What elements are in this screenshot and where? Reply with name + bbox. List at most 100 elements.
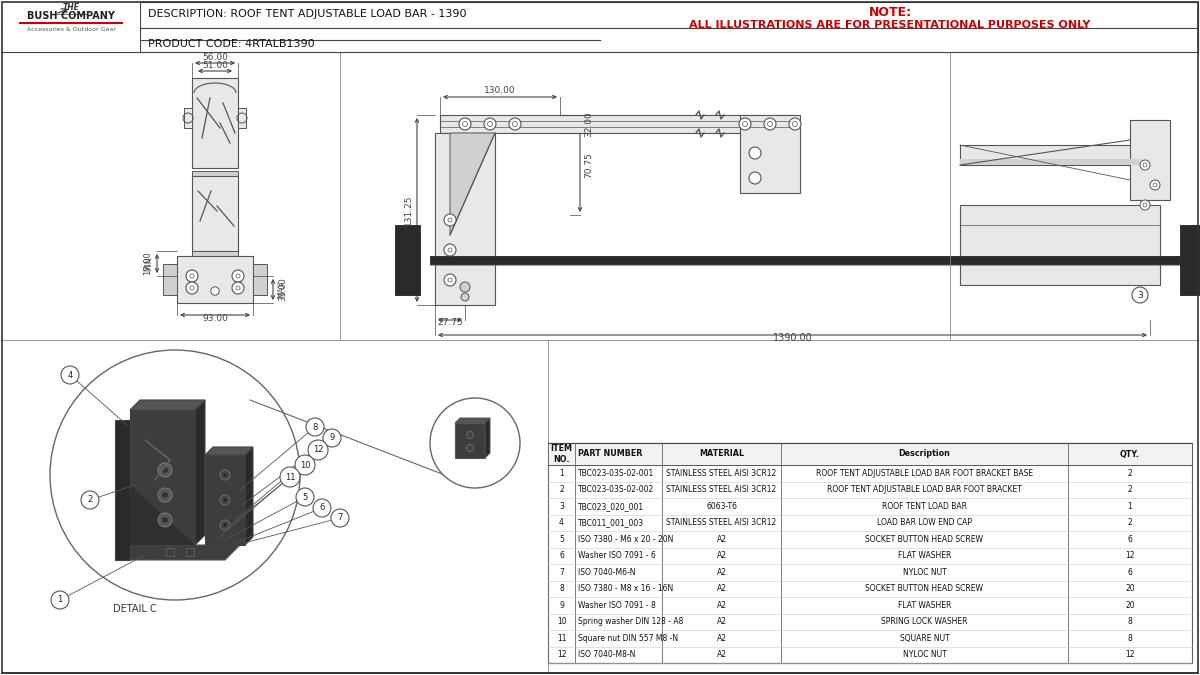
Text: 8: 8 [1128, 617, 1133, 626]
Bar [192, 176, 238, 251]
Circle shape [211, 287, 220, 295]
Circle shape [280, 467, 300, 487]
Bar [1180, 225, 1200, 295]
Text: A2: A2 [716, 617, 726, 626]
Text: STAINLESS STEEL AISI 3CR12: STAINLESS STEEL AISI 3CR12 [666, 518, 776, 527]
Polygon shape [130, 485, 194, 545]
Circle shape [313, 499, 331, 517]
Text: ROOF TENT LOAD BAR: ROOF TENT LOAD BAR [882, 502, 967, 511]
Text: MAX: MAX [277, 281, 286, 298]
Circle shape [467, 431, 474, 439]
Text: SQUARE NUT: SQUARE NUT [900, 634, 949, 643]
Text: 3: 3 [1138, 290, 1142, 300]
Circle shape [739, 118, 751, 130]
Polygon shape [205, 455, 245, 545]
Text: FLAT WASHER: FLAT WASHER [898, 551, 952, 560]
Circle shape [223, 498, 227, 502]
Text: ALL ILLUSTRATIONS ARE FOR PRESENTATIONAL PURPOSES ONLY: ALL ILLUSTRATIONS ARE FOR PRESENTATIONAL… [689, 20, 1091, 30]
Text: 27.75: 27.75 [437, 318, 463, 327]
Bar [440, 115, 790, 133]
Circle shape [444, 244, 456, 256]
Circle shape [461, 293, 469, 301]
Text: 20: 20 [1126, 601, 1135, 610]
Text: 12: 12 [557, 650, 566, 659]
Text: 93.00: 93.00 [202, 314, 228, 323]
Text: 2: 2 [559, 485, 564, 494]
Text: 12: 12 [313, 446, 323, 454]
Circle shape [444, 214, 456, 226]
Polygon shape [455, 418, 490, 423]
Bar [184, 108, 192, 128]
Circle shape [484, 118, 496, 130]
Circle shape [1140, 160, 1150, 170]
Bar [740, 115, 800, 193]
Text: A2: A2 [716, 551, 726, 560]
Text: DESCRIPTION: ROOF TENT ADJUSTABLE LOAD BAR - 1390: DESCRIPTION: ROOF TENT ADJUSTABLE LOAD B… [148, 9, 467, 19]
Circle shape [764, 118, 776, 130]
Bar [238, 108, 246, 128]
Text: 10: 10 [557, 617, 566, 626]
Bar [960, 145, 1140, 165]
Circle shape [331, 509, 349, 527]
Text: 8: 8 [1128, 634, 1133, 643]
Polygon shape [194, 400, 205, 545]
Circle shape [296, 488, 314, 506]
Text: 3: 3 [559, 502, 564, 511]
Circle shape [186, 282, 198, 294]
Circle shape [232, 270, 244, 282]
Bar [436, 133, 496, 305]
Text: A2: A2 [716, 601, 726, 610]
Polygon shape [485, 418, 490, 458]
Circle shape [430, 398, 520, 488]
Text: A2: A2 [716, 585, 726, 593]
Text: 20: 20 [1126, 585, 1135, 593]
Text: 5: 5 [302, 493, 307, 502]
Text: Square nut DIN 557 M8 -N: Square nut DIN 557 M8 -N [578, 634, 678, 643]
Circle shape [460, 282, 470, 292]
Text: 1: 1 [1128, 502, 1133, 511]
Bar [163, 264, 178, 295]
Circle shape [186, 270, 198, 282]
Text: A2: A2 [716, 568, 726, 576]
Text: 4: 4 [67, 371, 73, 379]
Circle shape [158, 513, 172, 527]
Text: 70.75: 70.75 [584, 152, 593, 178]
Polygon shape [130, 400, 205, 410]
Text: FLAT WASHER: FLAT WASHER [898, 601, 952, 610]
Circle shape [162, 466, 168, 473]
Bar [960, 159, 1140, 165]
Text: MIN: MIN [144, 256, 154, 271]
Text: NOTE:: NOTE: [869, 7, 912, 20]
Text: 6: 6 [559, 551, 564, 560]
Bar [395, 225, 420, 295]
Text: BUSH COMPANY: BUSH COMPANY [28, 11, 115, 21]
Bar [960, 205, 1160, 285]
Text: 2: 2 [88, 495, 92, 504]
Text: 1390.00: 1390.00 [773, 333, 812, 343]
Text: PRODUCT CODE: 4RTALB1390: PRODUCT CODE: 4RTALB1390 [148, 39, 314, 49]
Polygon shape [115, 545, 240, 560]
Circle shape [158, 488, 172, 502]
Bar [192, 251, 238, 256]
Text: ISO 7040-M6-N: ISO 7040-M6-N [578, 568, 636, 576]
Bar [430, 256, 1180, 264]
Polygon shape [130, 410, 194, 545]
Circle shape [323, 429, 341, 447]
Circle shape [223, 523, 227, 527]
Text: 2: 2 [1128, 468, 1133, 478]
Bar [2, 2, 140, 52]
Text: A2: A2 [716, 634, 726, 643]
Text: 7: 7 [559, 568, 564, 576]
Text: 130.00: 130.00 [484, 86, 516, 95]
Text: 1: 1 [559, 468, 564, 478]
Text: 6: 6 [319, 504, 325, 512]
Text: LOAD BAR LOW END CAP: LOAD BAR LOW END CAP [877, 518, 972, 527]
Text: ROOF TENT ADJUSTABLE LOAD BAR FOOT BRACKET BASE: ROOF TENT ADJUSTABLE LOAD BAR FOOT BRACK… [816, 468, 1033, 478]
Bar [166, 548, 174, 556]
Text: Spring washer DIN 128 - A8: Spring washer DIN 128 - A8 [578, 617, 684, 626]
Text: NYLOC NUT: NYLOC NUT [902, 568, 947, 576]
Text: DETAIL C: DETAIL C [113, 604, 157, 614]
Text: MATERIAL: MATERIAL [698, 450, 744, 458]
Text: TBC023-03S-02-002: TBC023-03S-02-002 [578, 485, 654, 494]
Text: SPRING LOCK WASHER: SPRING LOCK WASHER [881, 617, 967, 626]
